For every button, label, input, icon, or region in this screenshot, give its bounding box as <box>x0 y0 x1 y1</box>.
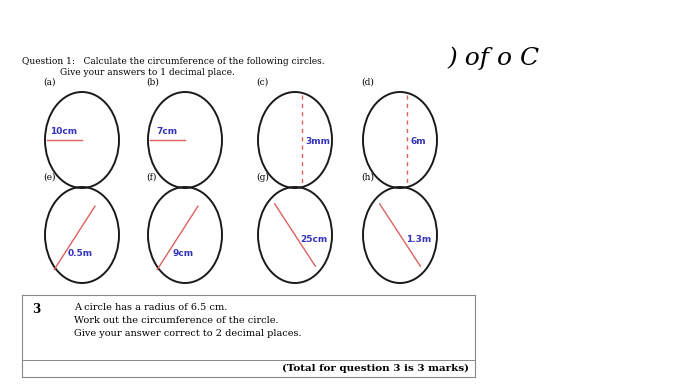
Text: 3mm: 3mm <box>305 137 330 147</box>
Text: 10cm: 10cm <box>50 127 77 136</box>
Text: (g): (g) <box>256 173 269 182</box>
Text: (e): (e) <box>43 173 55 182</box>
Text: (Total for question 3 is 3 marks): (Total for question 3 is 3 marks) <box>282 364 469 373</box>
Text: (h): (h) <box>361 173 374 182</box>
Text: 6m: 6m <box>411 137 426 147</box>
Text: (f): (f) <box>146 173 157 182</box>
Text: 3: 3 <box>32 303 40 316</box>
Text: 9cm: 9cm <box>172 249 193 258</box>
Text: 1.3m: 1.3m <box>406 235 431 244</box>
Text: ) of o C: ) of o C <box>447 46 539 69</box>
Text: (b): (b) <box>146 78 159 87</box>
Text: Give your answers to 1 decimal place.: Give your answers to 1 decimal place. <box>60 68 235 77</box>
Text: (a): (a) <box>43 78 55 87</box>
Text: 0.5m: 0.5m <box>67 249 93 258</box>
Text: (d): (d) <box>361 78 374 87</box>
Text: Work out the circumference of the circle.: Work out the circumference of the circle… <box>74 316 279 325</box>
Text: 25cm: 25cm <box>300 235 328 244</box>
Text: Question 1:   Calculate the circumference of the following circles.: Question 1: Calculate the circumference … <box>22 57 325 66</box>
Text: (c): (c) <box>256 78 268 87</box>
Text: 7cm: 7cm <box>156 127 177 136</box>
Text: Give your answer correct to 2 decimal places.: Give your answer correct to 2 decimal pl… <box>74 329 302 338</box>
Text: A circle has a radius of 6.5 cm.: A circle has a radius of 6.5 cm. <box>74 303 227 312</box>
